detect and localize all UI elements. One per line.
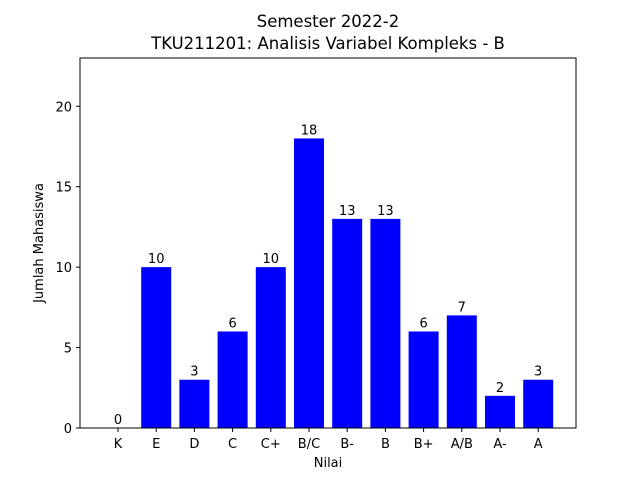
bar-A- — [485, 395, 515, 428]
bar-value-label: 18 — [301, 123, 318, 138]
bar-C+ — [255, 267, 286, 428]
x-tick-label: K — [114, 437, 123, 452]
x-tick-label: B/C — [298, 437, 320, 452]
x-axis-ticks: K E D C C+ B/C B- B B+ A/B A- A — [114, 428, 543, 452]
bar-A — [523, 379, 554, 428]
y-axis-ticks: 0 5 10 15 20 — [55, 100, 80, 437]
y-tick-label: 5 — [64, 342, 72, 357]
bar-value-label: 7 — [458, 300, 466, 315]
x-tick-label: C — [228, 437, 237, 452]
bar-value-label: 3 — [534, 365, 542, 380]
bar-A/B — [446, 315, 477, 428]
bar-B — [370, 218, 401, 428]
bar-value-label: 3 — [190, 365, 198, 380]
x-tick-label: B- — [340, 437, 354, 452]
bar-B- — [332, 218, 363, 428]
chart-title: Semester 2022-2 — [257, 12, 400, 31]
x-tick-label: C+ — [261, 437, 281, 452]
bar-E — [141, 267, 172, 428]
bar-value-label: 10 — [263, 252, 280, 267]
bar-value-label: 13 — [377, 204, 394, 219]
x-tick-label: E — [152, 437, 160, 452]
bar-B/C — [294, 138, 324, 428]
x-tick-label: B+ — [414, 437, 434, 452]
bar-value-label: 13 — [339, 204, 356, 219]
y-axis-label: Jumlah Mahasiswa — [32, 183, 47, 304]
x-tick-label: D — [189, 437, 199, 452]
bar-B+ — [408, 331, 439, 428]
bar-value-label: 2 — [496, 381, 504, 396]
data-labels-layer: 0 10 3 6 10 18 13 13 6 7 2 3 — [114, 123, 542, 428]
y-tick-label: 15 — [55, 181, 72, 196]
bars-layer — [141, 138, 554, 428]
y-tick-label: 20 — [55, 100, 72, 115]
bar-value-label: 10 — [148, 252, 165, 267]
x-tick-label: A- — [493, 437, 507, 452]
x-axis-label: Nilai — [314, 456, 343, 471]
x-tick-label: A — [534, 437, 543, 452]
y-tick-label: 10 — [55, 261, 72, 276]
x-tick-label: A/B — [451, 437, 473, 452]
bar-value-label: 6 — [419, 316, 427, 331]
chart-subtitle: TKU211201: Analisis Variabel Kompleks - … — [150, 34, 505, 53]
y-tick-label: 0 — [64, 422, 72, 437]
x-tick-label: B — [381, 437, 390, 452]
bar-value-label: 6 — [228, 316, 236, 331]
plot-frame — [79, 57, 577, 429]
bar-C — [217, 331, 248, 428]
bar-D — [179, 379, 210, 428]
bar-value-label: 0 — [114, 413, 122, 428]
